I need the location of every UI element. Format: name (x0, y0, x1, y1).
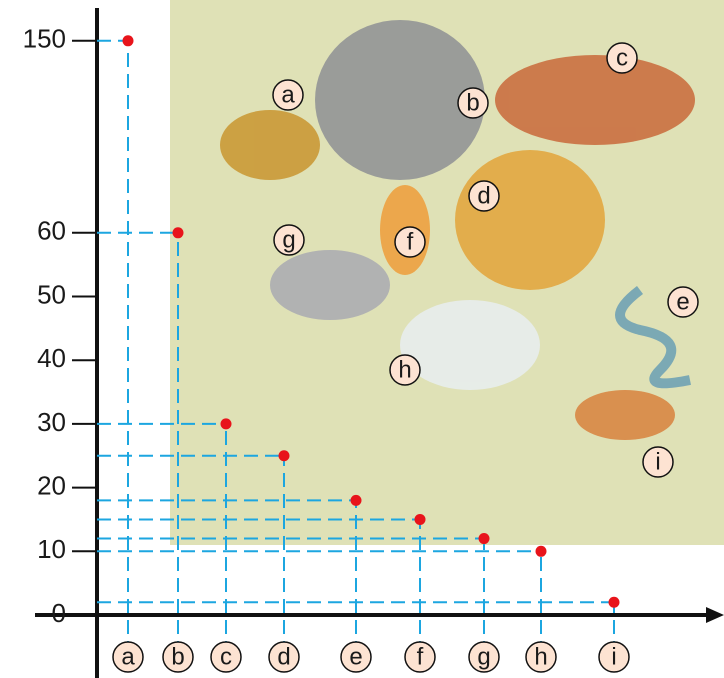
x-tick-label: c (220, 643, 232, 670)
picture-label-circle (273, 224, 305, 256)
dot (535, 545, 547, 557)
x-label-circle (468, 641, 500, 673)
x-label-circle (340, 641, 372, 673)
y-tick-label: 50 (37, 279, 66, 309)
picture-label-circle (272, 79, 304, 111)
picture-label: g (282, 226, 295, 253)
x-tick-label: e (349, 643, 362, 670)
picture-label-circle (394, 226, 426, 258)
lion (455, 150, 605, 290)
x-tick-label: f (417, 643, 424, 670)
x-tick-label: i (611, 643, 616, 670)
y-tick-label: 150 (23, 24, 66, 54)
elephant (315, 20, 485, 180)
picture-label: a (281, 81, 295, 108)
picture-label: h (398, 356, 411, 383)
rabbit (270, 250, 390, 320)
picture-label: f (407, 228, 414, 255)
picture-label-circle (468, 180, 500, 212)
dot (278, 450, 290, 462)
picture-label-circle (389, 354, 421, 386)
x-tick-label: a (121, 643, 135, 670)
x-tick-label: b (171, 643, 184, 670)
y-tick-label: 0 (52, 598, 66, 628)
y-tick-label: 30 (37, 407, 66, 437)
x-label-circle (112, 641, 144, 673)
picture-label-circle (667, 286, 699, 318)
y-tick-label: 20 (37, 470, 66, 500)
horse (495, 55, 695, 145)
x-tick-label: h (534, 643, 547, 670)
x-tick-label: g (477, 643, 490, 670)
y-tick-label: 60 (37, 216, 66, 246)
y-tick-label: 10 (37, 534, 66, 564)
x-label-circle (210, 641, 242, 673)
x-label-circle (525, 641, 557, 673)
x-label-circle (162, 641, 194, 673)
picture-label-circle (606, 42, 638, 74)
sheep (400, 300, 540, 390)
dot (172, 227, 184, 239)
snake (615, 286, 691, 389)
x-axis-arrow (706, 607, 724, 623)
picture-label: b (466, 89, 479, 116)
dot (122, 35, 134, 47)
picture-label: i (655, 448, 660, 475)
picture-label-circle (642, 446, 674, 478)
fish (575, 390, 675, 440)
dot (220, 418, 232, 430)
dot (608, 596, 620, 608)
picture-label: d (477, 182, 490, 209)
dot (478, 533, 490, 545)
y-tick-label: 40 (37, 343, 66, 373)
x-label-circle (268, 641, 300, 673)
dot (350, 494, 362, 506)
picture-label: e (676, 288, 689, 315)
x-label-circle (598, 641, 630, 673)
x-label-circle (404, 641, 436, 673)
x-tick-label: d (277, 643, 290, 670)
tortoise (220, 110, 320, 180)
dot (414, 513, 426, 525)
picture-label: c (616, 44, 628, 71)
picture-label-circle (457, 87, 489, 119)
